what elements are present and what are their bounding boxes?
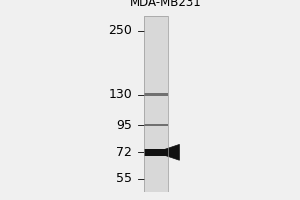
Text: MDA-MB231: MDA-MB231 (129, 0, 201, 9)
Text: 130: 130 (109, 88, 132, 101)
Text: 95: 95 (116, 119, 132, 132)
Bar (144, 149, 168, 156)
Text: 55: 55 (116, 172, 132, 185)
Bar (144, 93, 168, 96)
Text: 72: 72 (116, 146, 132, 159)
Text: 250: 250 (109, 24, 132, 37)
Bar (144, 124, 168, 126)
Polygon shape (156, 144, 179, 160)
Bar (144, 16, 168, 192)
Bar (144, 16, 168, 192)
